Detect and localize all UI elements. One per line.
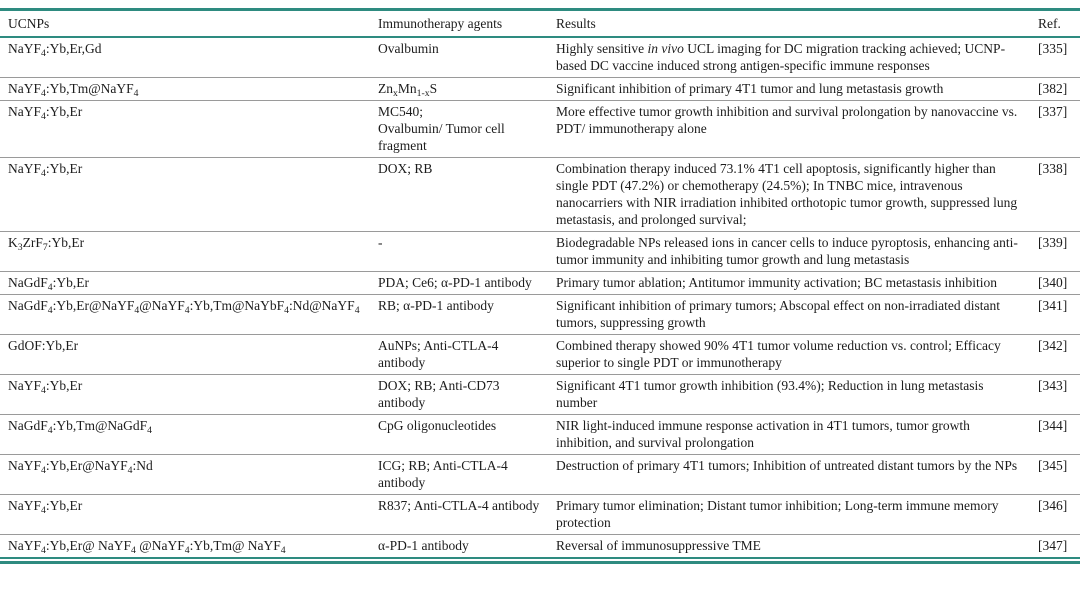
agents-cell: R837; Anti-CTLA-4 antibody [370, 494, 548, 535]
results-cell: Combined therapy showed 90% 4T1 tumor vo… [548, 334, 1030, 375]
ucnp-cell: NaGdF4:Yb,Tm@NaGdF4 [0, 414, 370, 455]
agents-cell: DOX; RB [370, 157, 548, 232]
agents-cell: CpG oligonucleotides [370, 414, 548, 455]
agents-cell: - [370, 231, 548, 272]
results-cell: Primary tumor elimination; Distant tumor… [548, 494, 1030, 535]
table-row: K3ZrF7:Yb,Er - Biodegradable NPs release… [0, 231, 1080, 272]
column-header-results: Results [548, 11, 1030, 38]
results-cell: Significant inhibition of primary tumors… [548, 294, 1030, 335]
table-row: NaYF4:Yb,Er,Gd Ovalbumin Highly sensitiv… [0, 37, 1080, 78]
column-header-agents: Immunotherapy agents [370, 11, 548, 38]
results-cell: Destruction of primary 4T1 tumors; Inhib… [548, 454, 1030, 495]
ucnp-cell: GdOF:Yb,Er [0, 334, 370, 375]
agents-cell: DOX; RB; Anti-CD73 antibody [370, 374, 548, 415]
results-cell: More effective tumor growth inhibition a… [548, 100, 1030, 158]
ref-cell: [339] [1030, 231, 1080, 272]
table-row: NaYF4:Yb,Tm@NaYF4 ZnxMn1-xS Significant … [0, 77, 1080, 101]
results-cell: Primary tumor ablation; Antitumor immuni… [548, 271, 1030, 295]
column-header-ref: Ref. [1030, 11, 1080, 38]
ref-cell: [338] [1030, 157, 1080, 232]
ucnp-cell: NaYF4:Yb,Er@ NaYF4 @NaYF4:Yb,Tm@ NaYF4 [0, 534, 370, 559]
ucnp-cell: NaYF4:Yb,Er [0, 100, 370, 158]
agents-cell: α-PD-1 antibody [370, 534, 548, 559]
ref-cell: [382] [1030, 77, 1080, 101]
ucnp-cell: NaYF4:Yb,Tm@NaYF4 [0, 77, 370, 101]
ref-cell: [335] [1030, 37, 1080, 78]
table-row: NaYF4:Yb,Er@ NaYF4 @NaYF4:Yb,Tm@ NaYF4 α… [0, 534, 1080, 559]
agents-cell: RB; α-PD-1 antibody [370, 294, 548, 335]
ucnp-cell: NaYF4:Yb,Er@NaYF4:Nd [0, 454, 370, 495]
ref-cell: [337] [1030, 100, 1080, 158]
ucnp-immunotherapy-table: UCNPs Immunotherapy agents Results Ref. … [0, 11, 1080, 559]
ref-cell: [346] [1030, 494, 1080, 535]
agents-cell: MC540; Ovalbumin/ Tumor cell fragment [370, 100, 548, 158]
ref-cell: [345] [1030, 454, 1080, 495]
table-row: NaGdF4:Yb,Tm@NaGdF4 CpG oligonucleotides… [0, 414, 1080, 455]
ref-cell: [343] [1030, 374, 1080, 415]
results-cell: Highly sensitive in vivo UCL imaging for… [548, 37, 1030, 78]
ucnp-cell: NaYF4:Yb,Er [0, 157, 370, 232]
table-row: NaYF4:Yb,Er@NaYF4:Nd ICG; RB; Anti-CTLA-… [0, 454, 1080, 495]
ref-cell: [342] [1030, 334, 1080, 375]
ref-cell: [340] [1030, 271, 1080, 295]
ref-cell: [347] [1030, 534, 1080, 559]
ucnp-cell: K3ZrF7:Yb,Er [0, 231, 370, 272]
results-cell: Biodegradable NPs released ions in cance… [548, 231, 1030, 272]
agents-cell: ICG; RB; Anti-CTLA-4 antibody [370, 454, 548, 495]
table-row: NaYF4:Yb,Er R837; Anti-CTLA-4 antibody P… [0, 494, 1080, 535]
ucnp-cell: NaYF4:Yb,Er [0, 374, 370, 415]
table-row: NaYF4:Yb,Er DOX; RB; Anti-CD73 antibody … [0, 374, 1080, 415]
ucnp-immunotherapy-table-container: UCNPs Immunotherapy agents Results Ref. … [0, 8, 1080, 564]
table-row: GdOF:Yb,Er AuNPs; Anti-CTLA-4 antibody C… [0, 334, 1080, 375]
results-cell: NIR light-induced immune response activa… [548, 414, 1030, 455]
table-header-row: UCNPs Immunotherapy agents Results Ref. [0, 11, 1080, 38]
table-body: NaYF4:Yb,Er,Gd Ovalbumin Highly sensitiv… [0, 37, 1080, 559]
table-row: NaGdF4:Yb,Er PDA; Ce6; α-PD-1 antibody P… [0, 271, 1080, 295]
table-row: NaGdF4:Yb,Er@NaYF4@NaYF4:Yb,Tm@NaYbF4:Nd… [0, 294, 1080, 335]
ucnp-cell: NaGdF4:Yb,Er@NaYF4@NaYF4:Yb,Tm@NaYbF4:Nd… [0, 294, 370, 335]
ref-cell: [344] [1030, 414, 1080, 455]
agents-cell: ZnxMn1-xS [370, 77, 548, 101]
table-row: NaYF4:Yb,Er DOX; RB Combination therapy … [0, 157, 1080, 232]
results-cell: Combination therapy induced 73.1% 4T1 ce… [548, 157, 1030, 232]
results-cell: Significant 4T1 tumor growth inhibition … [548, 374, 1030, 415]
table-row: NaYF4:Yb,Er MC540; Ovalbumin/ Tumor cell … [0, 100, 1080, 158]
agents-cell: Ovalbumin [370, 37, 548, 78]
agents-cell: AuNPs; Anti-CTLA-4 antibody [370, 334, 548, 375]
ucnp-cell: NaGdF4:Yb,Er [0, 271, 370, 295]
results-cell: Reversal of immunosuppressive TME [548, 534, 1030, 559]
ucnp-cell: NaYF4:Yb,Er,Gd [0, 37, 370, 78]
ref-cell: [341] [1030, 294, 1080, 335]
column-header-ucnps: UCNPs [0, 11, 370, 38]
agents-cell: PDA; Ce6; α-PD-1 antibody [370, 271, 548, 295]
ucnp-cell: NaYF4:Yb,Er [0, 494, 370, 535]
table-bottom-rule [0, 561, 1080, 564]
results-cell: Significant inhibition of primary 4T1 tu… [548, 77, 1030, 101]
